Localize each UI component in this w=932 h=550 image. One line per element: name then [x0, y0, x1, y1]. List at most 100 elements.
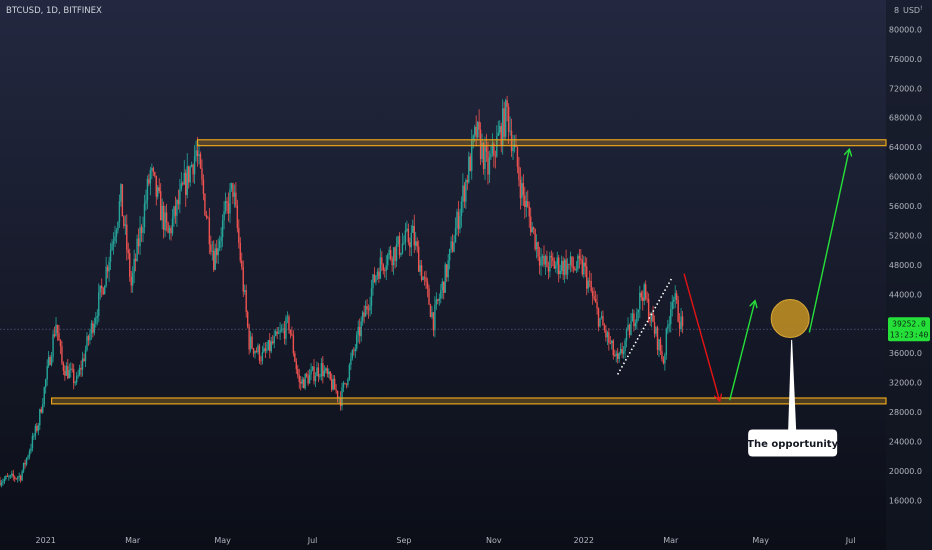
candle-body — [422, 277, 424, 281]
candle-body — [359, 326, 361, 337]
candle-body — [101, 285, 103, 289]
candle-body — [503, 108, 505, 137]
candle-body — [369, 305, 371, 311]
candle-body — [216, 248, 218, 256]
candle-body — [453, 242, 455, 252]
candle-body — [148, 179, 150, 184]
candle-body — [637, 309, 640, 313]
candle-body — [462, 185, 464, 202]
candle-body — [208, 218, 211, 245]
candle-body — [16, 477, 19, 479]
candle-body — [106, 266, 109, 272]
last-price-value: 39252.0 — [892, 320, 926, 329]
candle-body — [80, 367, 82, 370]
candle-body — [189, 166, 191, 183]
candle-body — [423, 277, 426, 278]
candle-body — [574, 268, 576, 271]
arrow-up[interactable] — [729, 302, 755, 401]
candle-body — [541, 256, 544, 259]
candle-body — [221, 220, 224, 238]
candle-body — [543, 256, 545, 265]
candle-body — [544, 256, 547, 265]
resistance-zone[interactable] — [196, 139, 887, 147]
candle-body — [103, 285, 106, 295]
candle-body — [270, 341, 272, 352]
candle-body — [513, 144, 516, 148]
candle-body — [432, 312, 435, 331]
candle-body — [469, 156, 471, 171]
candle-body — [311, 366, 314, 370]
candle-body — [297, 369, 299, 376]
scale-mode-glyph[interactable]: 8 — [894, 6, 899, 15]
candle-body — [394, 247, 396, 261]
candle-body — [236, 205, 239, 229]
candle-body — [391, 258, 393, 266]
candle-body — [180, 183, 183, 190]
candle-body — [277, 332, 280, 334]
candle-body — [211, 251, 213, 252]
symbol-label[interactable]: BTCUSD, 1D, BITFINEX — [6, 6, 102, 16]
candle-body — [521, 183, 523, 199]
candle-body — [636, 312, 638, 323]
candle-body — [167, 222, 169, 233]
y-tick-label: 72000.0 — [889, 84, 922, 93]
candle-body — [42, 404, 44, 413]
candle-body — [145, 200, 147, 204]
candle-body — [493, 143, 495, 156]
candle-body — [468, 156, 470, 183]
candle-body — [111, 243, 113, 251]
candle-body — [244, 290, 246, 292]
candle-body — [655, 327, 657, 334]
lock-glyph[interactable]: ! — [920, 5, 922, 12]
candle-body — [289, 329, 292, 334]
candle-body — [146, 179, 149, 201]
candle-body — [658, 339, 660, 350]
candle-body — [14, 476, 16, 479]
candle-body — [627, 324, 629, 330]
annotation-callout[interactable]: The opportunity — [747, 339, 839, 457]
candle-body — [58, 332, 60, 341]
candle-body — [499, 126, 501, 133]
support-zone[interactable] — [50, 397, 887, 405]
candle-body — [319, 376, 321, 377]
candle-body — [140, 227, 143, 233]
candle-body — [3, 479, 6, 482]
candle-body — [316, 367, 318, 376]
candle-body — [444, 264, 446, 293]
currency-label[interactable]: USD — [903, 6, 920, 15]
candle-body — [255, 350, 258, 353]
candle-body — [559, 270, 561, 275]
x-tick-label: 2022 — [574, 536, 594, 545]
x-tick-label: Jul — [845, 536, 856, 545]
candle-body — [285, 317, 287, 339]
candle-body — [547, 267, 550, 272]
candle-body — [527, 201, 529, 207]
candle-body — [602, 316, 604, 326]
arrow-up[interactable] — [808, 150, 849, 333]
candle-body — [151, 168, 153, 171]
candle-body — [583, 262, 585, 275]
candle-body — [634, 322, 637, 327]
candle-body — [565, 259, 567, 275]
arrow-down[interactable] — [683, 273, 719, 401]
candle-body — [614, 355, 616, 357]
candle-body — [34, 426, 37, 437]
y-tick-label: 28000.0 — [889, 408, 922, 417]
candle-body — [673, 299, 675, 302]
candle-body — [40, 409, 42, 413]
opportunity-circle[interactable] — [770, 299, 810, 339]
candle-body — [509, 130, 511, 132]
y-tick-label: 52000.0 — [889, 231, 922, 240]
dotted-trendline[interactable] — [616, 276, 673, 375]
candle-body — [630, 321, 632, 336]
candle-body — [354, 348, 356, 351]
candle-body — [376, 271, 379, 276]
candle-body — [451, 241, 454, 252]
candle-body — [413, 225, 415, 246]
candle-body — [597, 308, 600, 327]
candle-body — [519, 179, 522, 199]
candle-body — [661, 351, 663, 360]
candle-body — [518, 166, 520, 180]
